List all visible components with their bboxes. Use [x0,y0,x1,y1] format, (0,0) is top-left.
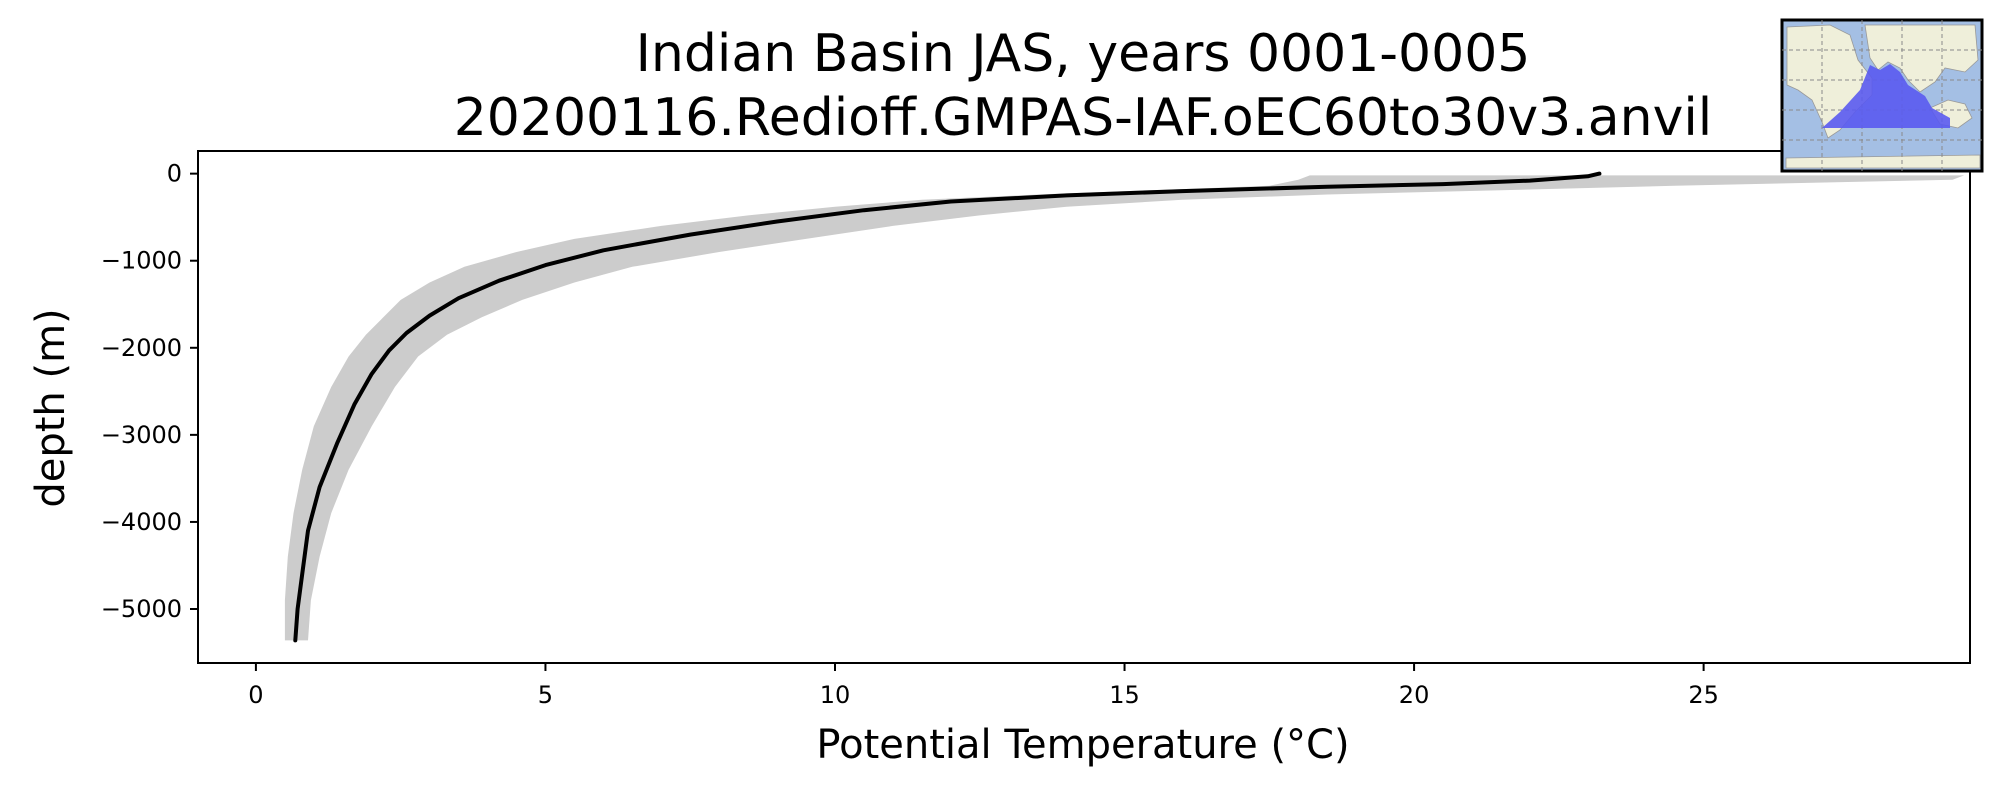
x-tick-label: 10 [820,681,851,709]
chart-subtitle: 20200116.Redioff.GMPAS-IAF.oEC60to30v3.a… [454,88,1713,148]
y-tick-label: −4000 [101,508,182,536]
plot-area [284,171,1965,643]
x-axis: 0 5 10 15 20 25 [248,663,1719,709]
x-tick-label: 15 [1109,681,1140,709]
profile-line-0 [293,171,1602,643]
range-band [284,175,1965,641]
y-tick-label: −1000 [101,247,182,275]
y-tick-label: −2000 [101,334,182,362]
inset-map [1780,18,1984,173]
x-tick-label: 0 [248,681,263,709]
y-axis: 0 −1000 −2000 −3000 −4000 −5000 [101,160,198,623]
x-tick-label: 5 [538,681,553,709]
y-tick-label: 0 [167,160,182,188]
plot-frame [197,150,1971,664]
x-tick-label: 20 [1399,681,1430,709]
chart-title: Indian Basin JAS, years 0001-0005 [636,24,1531,84]
y-tick-label: −3000 [101,421,182,449]
y-tick-label: −5000 [101,595,182,623]
x-tick-label: 25 [1688,681,1719,709]
x-axis-label: Potential Temperature (°C) [816,722,1349,768]
y-axis-label: depth (m) [28,308,74,507]
